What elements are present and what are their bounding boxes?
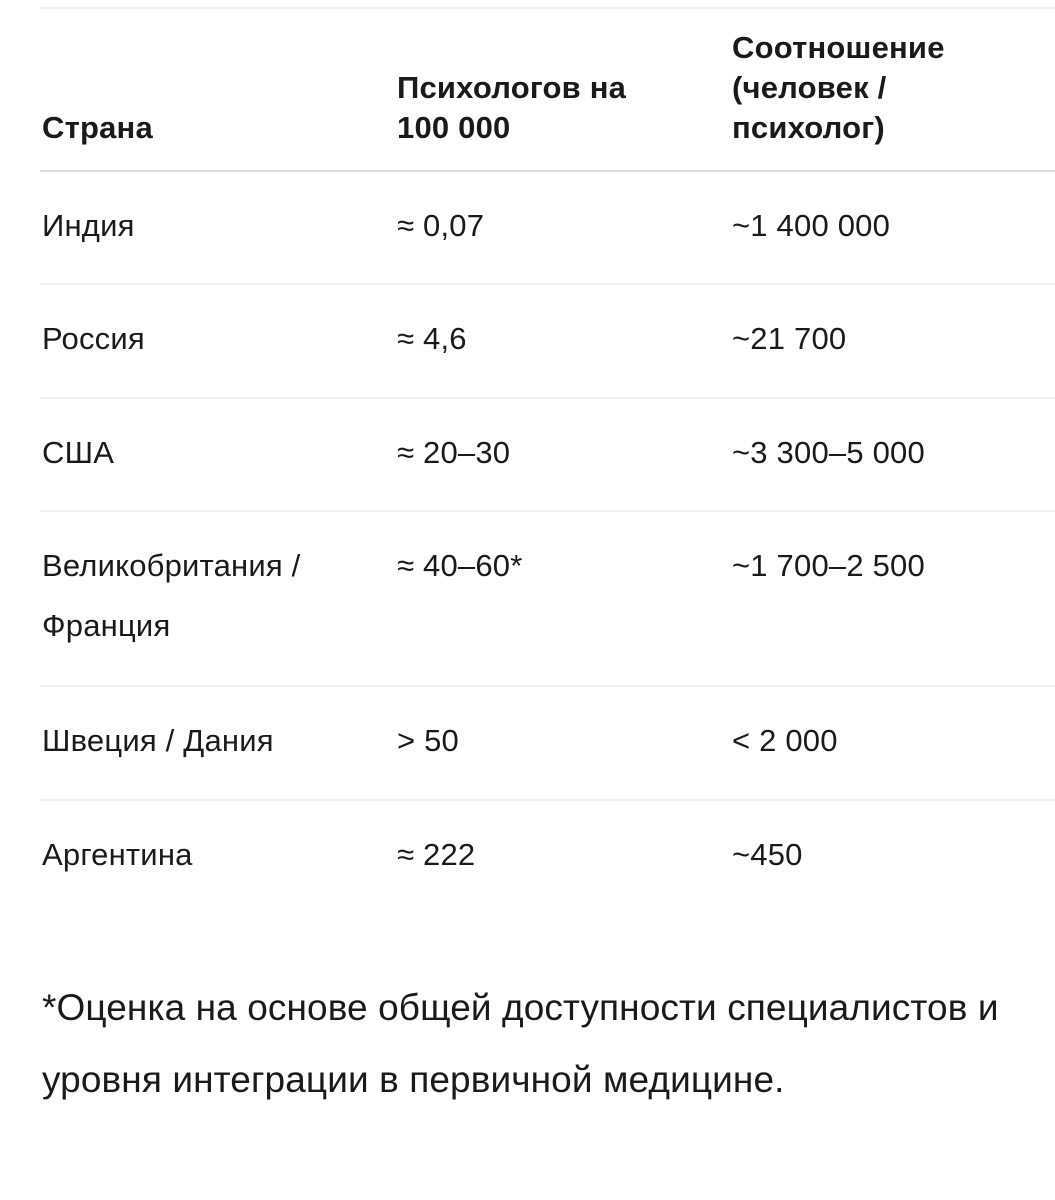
table-row: Россия ≈ 4,6 ~21 700 — [40, 285, 1055, 399]
cell-country: Великобритания / Франция — [42, 548, 301, 643]
cell-ratio: ~1 400 000 — [732, 208, 891, 243]
cell-psychologists: ≈ 0,07 — [397, 208, 485, 243]
header-psychologists-text: Психологов на 100 000 — [397, 70, 627, 145]
cell-psychologists: ≈ 4,6 — [397, 321, 467, 356]
cell-ratio: ~450 — [732, 837, 803, 872]
cell-psychologists: > 50 — [397, 723, 459, 758]
table-row: Великобритания / Франция ≈ 40–60* ~1 700… — [40, 512, 1055, 687]
cell-country: США — [42, 435, 115, 470]
cell-ratio: ~3 300–5 000 — [732, 435, 925, 470]
cell-ratio: ~1 700–2 500 — [732, 548, 925, 583]
table-row: Аргентина ≈ 222 ~450 — [40, 801, 1055, 914]
cell-ratio: ~21 700 — [732, 321, 847, 356]
table-row: США ≈ 20–30 ~3 300–5 000 — [40, 399, 1055, 512]
cell-ratio: < 2 000 — [732, 723, 838, 758]
table-row: Швеция / Дания > 50 < 2 000 — [40, 687, 1055, 801]
header-psychologists: Психологов на 100 000 — [397, 68, 657, 148]
cell-country: Россия — [42, 321, 145, 356]
cell-country: Индия — [42, 208, 135, 243]
table-row: Индия ≈ 0,07 ~1 400 000 — [40, 172, 1055, 285]
footnote: *Оценка на основе общей доступности спец… — [42, 987, 999, 1100]
top-divider — [40, 7, 1055, 9]
header-country: Страна — [42, 110, 153, 145]
cell-country: Аргентина — [42, 837, 193, 872]
header-ratio-text: Соотношение (человек / психолог) — [732, 30, 945, 145]
table-header: Страна Психологов на 100 000 Соотношение… — [40, 0, 1055, 172]
cell-country: Швеция / Дания — [42, 723, 274, 758]
header-ratio: Соотношение (человек / психолог) — [732, 0, 1032, 148]
cell-psychologists: ≈ 222 — [397, 837, 476, 872]
cell-psychologists: ≈ 40–60* — [397, 548, 523, 583]
cell-psychologists: ≈ 20–30 — [397, 435, 511, 470]
